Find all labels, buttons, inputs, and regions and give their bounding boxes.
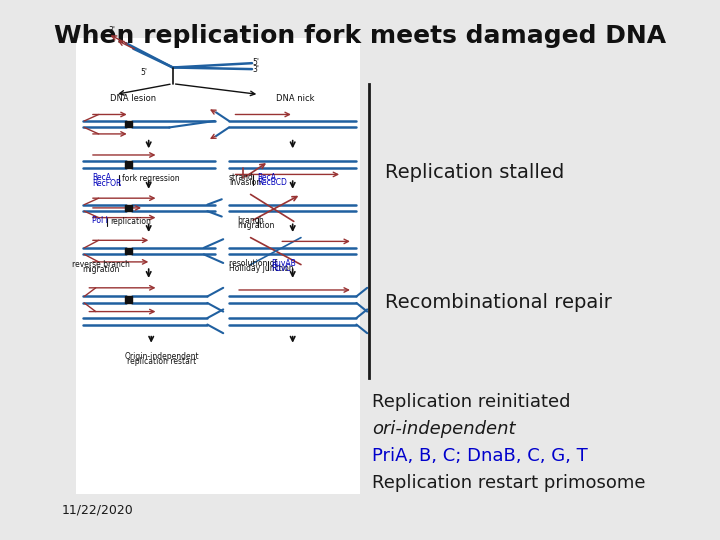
Text: DNA nick: DNA nick (276, 94, 315, 103)
Text: migration: migration (238, 221, 275, 230)
Bar (125, 121, 132, 127)
Text: RecA: RecA (257, 173, 276, 181)
Text: fork regression: fork regression (122, 174, 180, 183)
Text: 11/22/2020: 11/22/2020 (61, 504, 133, 517)
Bar (125, 161, 132, 168)
Text: Holliday junction: Holliday junction (229, 265, 294, 273)
FancyBboxPatch shape (76, 38, 360, 494)
Text: Origin-independent: Origin-independent (125, 352, 199, 361)
Text: RecA: RecA (92, 173, 111, 182)
Text: replication restart: replication restart (127, 357, 197, 366)
Text: ori-independent: ori-independent (372, 420, 516, 438)
Text: Pol I: Pol I (92, 217, 108, 225)
Text: migration: migration (82, 266, 120, 274)
Text: strand: strand (229, 173, 254, 181)
Text: 3': 3' (252, 65, 259, 73)
Text: RecFOR: RecFOR (92, 179, 122, 187)
Text: 3': 3' (108, 26, 115, 35)
Text: invasion: invasion (229, 178, 261, 187)
Text: When replication fork meets damaged DNA: When replication fork meets damaged DNA (54, 24, 666, 48)
Text: RuvC: RuvC (271, 265, 291, 273)
Text: resolution of: resolution of (229, 259, 277, 268)
Text: Recombinational repair: Recombinational repair (385, 293, 612, 312)
Text: branch: branch (238, 216, 264, 225)
Bar (125, 248, 132, 254)
Text: PriA, B, C; DnaB, C, G, T: PriA, B, C; DnaB, C, G, T (372, 447, 588, 465)
Text: Replication restart primosome: Replication restart primosome (372, 474, 646, 492)
Text: 5': 5' (252, 58, 259, 66)
Text: RecBCD: RecBCD (257, 178, 287, 187)
Text: reverse branch: reverse branch (72, 260, 130, 269)
Bar (125, 296, 132, 303)
Text: Replication stalled: Replication stalled (385, 163, 564, 183)
Text: Replication reinitiated: Replication reinitiated (372, 393, 571, 411)
Text: replication: replication (110, 218, 151, 226)
Bar (125, 205, 132, 211)
Text: DNA lesion: DNA lesion (110, 94, 156, 103)
Text: RuvAB: RuvAB (271, 259, 296, 268)
Text: 5': 5' (140, 69, 148, 77)
